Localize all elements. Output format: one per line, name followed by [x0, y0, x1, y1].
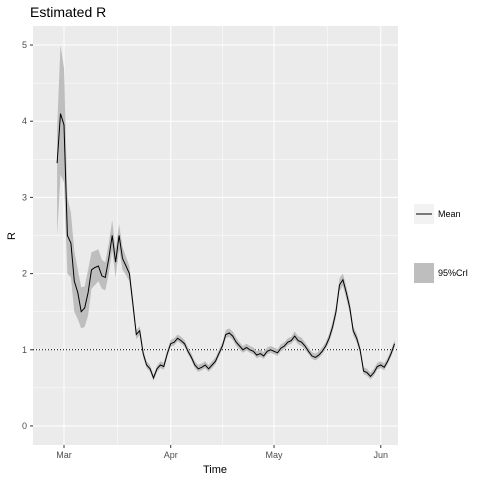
grid-major: [33, 26, 398, 445]
y-tick-label: 4: [22, 116, 27, 126]
grid-minor: [33, 26, 398, 445]
x-tick-label: Mar: [56, 450, 72, 460]
y-axis-title: R: [6, 232, 18, 240]
x-axis-ticks: Mar Apr May Jun: [56, 445, 388, 460]
chart-title: Estimated R: [30, 4, 106, 20]
x-tick-label: Jun: [374, 450, 389, 460]
y-tick-label: 2: [22, 269, 27, 279]
legend-label-crI: 95%CrI: [438, 268, 468, 278]
x-axis-title: Time: [203, 464, 227, 476]
x-tick-label: Apr: [164, 450, 178, 460]
legend-label-mean: Mean: [438, 209, 461, 219]
legend-band-swatch-icon: [414, 263, 434, 283]
y-tick-label: 5: [22, 40, 27, 50]
y-tick-label: 1: [22, 345, 27, 355]
y-tick-label: 3: [22, 192, 27, 202]
mean-line: [56, 113, 396, 380]
y-tick-label: 0: [22, 421, 27, 431]
legend: Mean 95%CrI: [414, 204, 468, 283]
y-axis-ticks: 0 1 2 3 4 5: [22, 40, 33, 431]
x-tick-label: May: [266, 450, 284, 460]
